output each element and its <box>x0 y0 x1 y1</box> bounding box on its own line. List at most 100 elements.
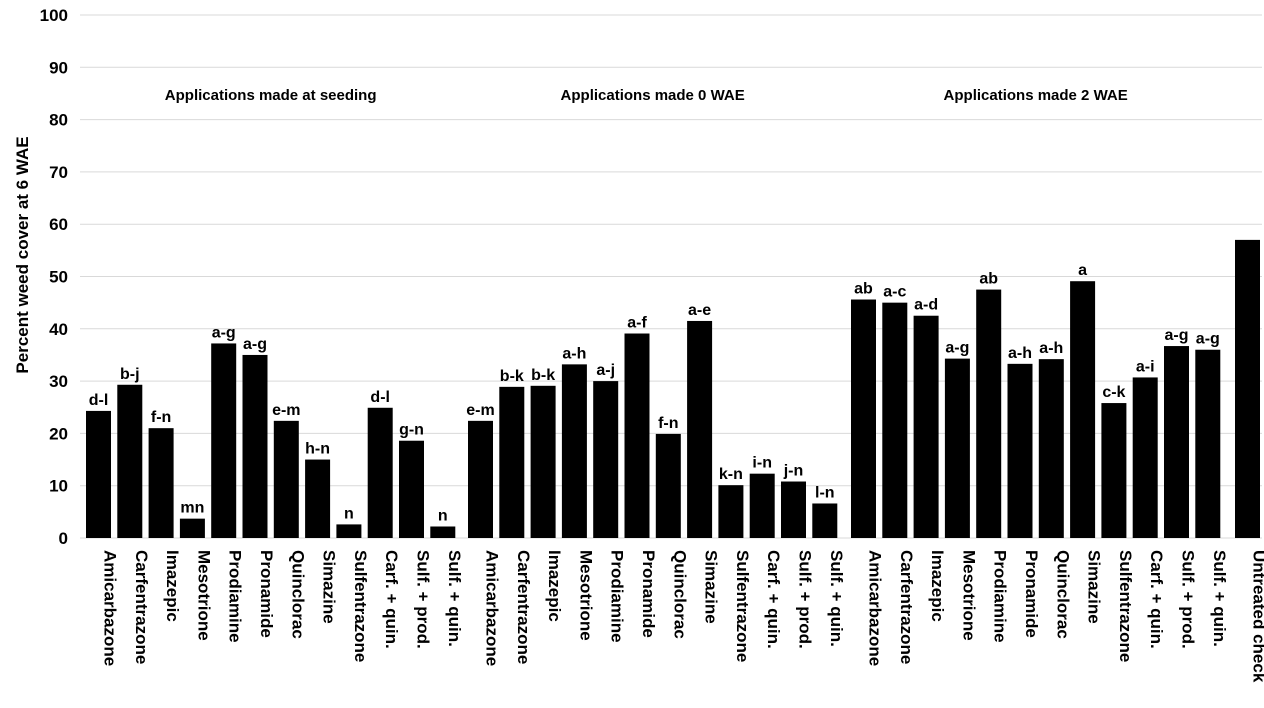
x-category-label: Carfentrazone <box>897 550 916 664</box>
bar-letter-label: i-n <box>752 455 772 472</box>
bar-letter-label: a-g <box>945 340 969 357</box>
x-category-label: Pronamide <box>1022 550 1041 638</box>
bar <box>273 420 299 538</box>
bar-letter-label: d-l <box>370 389 390 406</box>
bar <box>851 299 876 538</box>
x-category-label: Sulf. + quin. <box>1210 550 1229 647</box>
bar-letter-label: b-k <box>531 367 555 384</box>
bar-letter-label: b-k <box>500 368 524 385</box>
x-category-label: Sulfentrazone <box>1116 550 1135 662</box>
bar-letter-label: b-j <box>120 366 140 383</box>
y-tick-label: 0 <box>59 529 68 548</box>
bar <box>1195 349 1221 538</box>
y-tick-label: 60 <box>49 215 68 234</box>
bar-letter-label: mn <box>180 500 204 517</box>
x-category-label: Sulf. + quin. <box>445 550 464 647</box>
x-category-label: Sulf. + prod. <box>414 550 433 649</box>
group-title: Applications made 2 WAE <box>944 87 1128 104</box>
bar <box>336 524 362 538</box>
bar-letter-label: a-h <box>1039 340 1063 357</box>
x-category-label: Prodiamine <box>226 550 245 643</box>
bar <box>781 481 806 538</box>
bar <box>305 459 331 538</box>
x-category-label: Pronamide <box>257 550 276 638</box>
bar-letter-label: ab <box>979 271 998 288</box>
x-category-label: Simazine <box>702 550 721 624</box>
bar <box>687 320 713 538</box>
bar <box>86 410 111 538</box>
bar-letter-label: k-n <box>719 466 743 483</box>
bars <box>86 239 1260 538</box>
bar <box>624 333 650 538</box>
x-category-label: Sulfentrazone <box>733 550 752 662</box>
bar <box>913 315 939 538</box>
y-tick-label: 70 <box>49 163 68 182</box>
group-titles: Applications made at seeding Applications… <box>165 87 1128 104</box>
bar-letter-label: a-e <box>688 302 711 319</box>
x-category-label: Sulf. + prod. <box>1179 550 1198 649</box>
bar <box>749 473 775 538</box>
bar <box>530 385 556 538</box>
x-category-label: Sulf. + quin. <box>827 550 846 647</box>
bar-letter-label: a-g <box>1196 331 1220 348</box>
bar <box>242 354 268 538</box>
bar <box>812 503 838 538</box>
y-tick-label: 100 <box>40 6 68 25</box>
bar <box>367 407 393 538</box>
bar <box>430 526 456 538</box>
bar-letter-label: a-g <box>212 324 236 341</box>
bar <box>468 420 493 538</box>
x-category-label: Simazine <box>1085 550 1104 624</box>
bar-letter-label: g-n <box>399 422 424 439</box>
bar-letter-label: e-m <box>272 402 300 419</box>
x-category-label: Amicarbazone <box>866 550 885 666</box>
bar-letter-label: a-h <box>1008 345 1032 362</box>
bar <box>718 485 744 538</box>
y-tick-label: 40 <box>49 320 68 339</box>
bar <box>976 289 1002 538</box>
group-title: Applications made at seeding <box>165 87 377 104</box>
y-tick-label: 20 <box>49 424 68 443</box>
x-category-label: Carf. + quin. <box>382 550 401 649</box>
bar <box>1101 403 1127 538</box>
x-category-label: Simazine <box>320 550 339 624</box>
y-axis-ticks: 0 10 20 30 40 50 60 70 80 90 100 <box>40 6 68 548</box>
bar-letter-label: ab <box>854 281 873 298</box>
group-title: Applications made 0 WAE <box>561 87 745 104</box>
bar-letter-label: j-n <box>783 463 804 480</box>
bar <box>499 386 525 538</box>
bar <box>1132 377 1158 538</box>
bar <box>148 428 174 538</box>
bar <box>1070 281 1096 538</box>
bar <box>117 384 143 538</box>
x-category-label: Quinclorac <box>1053 550 1072 639</box>
x-axis-category-labels: Amicarbazone Carfentrazone Imazepic Mesotri… <box>101 550 1264 683</box>
x-category-label: Quinclorac <box>288 550 307 639</box>
bar-letter-label: a-h <box>562 345 586 362</box>
x-category-label: Pronamide <box>639 550 658 638</box>
x-category-label: Prodiamine <box>608 550 627 643</box>
bar-letter-label: e-m <box>466 402 494 419</box>
bar-letter-label: a-f <box>627 315 647 332</box>
bar <box>179 518 205 538</box>
bar <box>1007 363 1033 538</box>
bar <box>211 343 237 538</box>
bar <box>882 302 908 538</box>
bar-letter-label: a-i <box>1136 358 1155 375</box>
bar <box>593 381 619 538</box>
x-category-label: Carf. + quin. <box>1147 550 1166 649</box>
bar-letter-label: a-d <box>914 297 938 314</box>
bar-letter-label: a <box>1078 262 1087 279</box>
x-category-label: Imazepic <box>928 550 947 622</box>
bar <box>944 358 970 538</box>
bar-letter-label: f-n <box>658 415 678 432</box>
y-tick-label: 10 <box>49 477 68 496</box>
bar <box>1235 239 1260 538</box>
bar <box>1164 346 1189 538</box>
bar <box>655 433 681 538</box>
x-category-label: Carfentrazone <box>514 550 533 664</box>
x-category-label: Sulfentrazone <box>351 550 370 662</box>
bar-letter-labels: d-l b-j f-n mn a-g a-g e-m h-n n d-l g-n n e-m b-k b-k… <box>89 262 1220 524</box>
bar-letter-label: h-n <box>305 441 330 458</box>
bar <box>1038 359 1064 538</box>
